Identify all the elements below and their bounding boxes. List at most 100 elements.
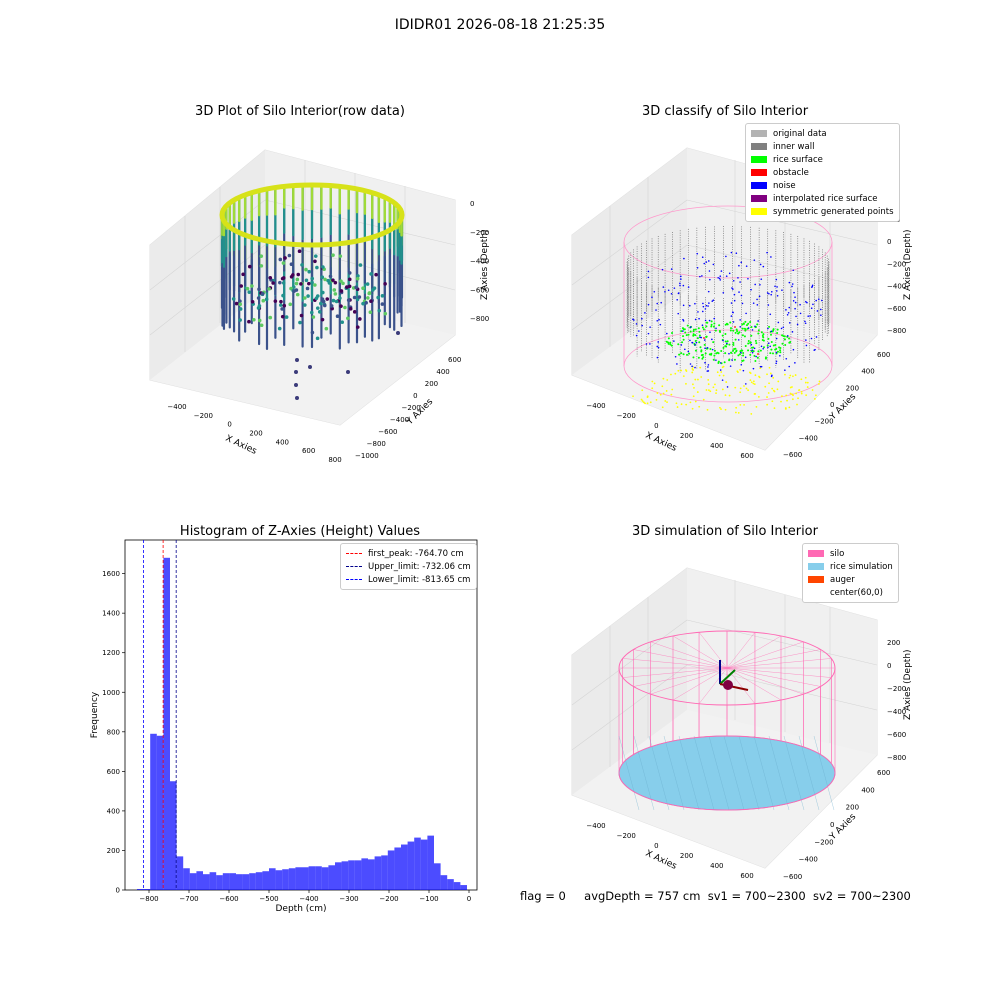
- raw-point: [291, 273, 295, 277]
- histogram-bar: [335, 862, 342, 890]
- legend-label: silo: [830, 548, 845, 559]
- ytick-label: 200: [846, 384, 859, 392]
- rice-surface-point: [732, 349, 735, 352]
- legend-label: rice simulation: [830, 561, 893, 572]
- rice-surface-point: [682, 328, 685, 331]
- noise-point: [791, 285, 793, 288]
- histogram-bar: [242, 874, 250, 890]
- raw-point: [280, 276, 285, 281]
- noise-point: [694, 318, 697, 321]
- ytick-label: −1000: [355, 452, 379, 460]
- rice-surface-point: [744, 329, 747, 332]
- histogram-bar: [361, 858, 368, 890]
- noise-point: [752, 367, 755, 370]
- raw-point: [396, 331, 400, 335]
- histogram-legend: first_peak: -764.70 cm Upper_limit: -732.…: [340, 543, 477, 590]
- ytick-label: −800: [367, 440, 386, 448]
- noise-point: [784, 369, 786, 371]
- symmetric-point: [664, 400, 667, 402]
- noise-point: [726, 342, 728, 345]
- symmetric-point: [806, 386, 809, 388]
- rice-surface-point: [767, 337, 770, 340]
- symmetric-point: [649, 401, 652, 404]
- histogram-xtick-label: −800: [139, 895, 158, 903]
- symmetric-point: [748, 371, 751, 374]
- histogram-xtick-label: 0: [467, 895, 471, 903]
- rice-surface-point: [760, 331, 763, 334]
- raw-point: [268, 315, 273, 320]
- noise-point: [794, 296, 796, 298]
- rice-surface-point: [719, 331, 722, 334]
- simulation-legend-item: silo: [808, 547, 893, 560]
- ytick-label: 600: [877, 769, 890, 777]
- raw-point: [239, 284, 244, 288]
- raw-point: [280, 307, 284, 311]
- noise-point: [775, 351, 778, 354]
- histogram-bar: [414, 837, 421, 890]
- symmetric-point: [806, 381, 809, 384]
- symmetric-point: [750, 381, 753, 384]
- raw-point: [346, 370, 350, 374]
- noise-point: [708, 319, 711, 322]
- noise-point: [766, 292, 769, 294]
- histogram-ytick-label: 0: [116, 887, 120, 895]
- noise-point: [704, 347, 706, 350]
- grid-classify: [571, 160, 878, 347]
- rice-surface-point: [741, 349, 744, 352]
- histogram-xtick-label: −200: [379, 895, 398, 903]
- rice-surface-point: [744, 345, 747, 348]
- symmetric-point: [773, 390, 776, 393]
- ztick-label: 0: [887, 662, 891, 670]
- rice-surface-point: [670, 331, 673, 334]
- rice-mesh-line: [813, 735, 835, 811]
- raw-point: [315, 294, 320, 298]
- panel-raw-3d: −400−20002004006008006004002000−200−400−…: [149, 149, 490, 464]
- silo-wire: [726, 658, 832, 669]
- legend-swatch: [808, 563, 824, 570]
- raw-point: [267, 287, 271, 291]
- noise-point: [770, 256, 772, 258]
- raw-point: [281, 261, 286, 265]
- noise-point: [707, 305, 709, 307]
- noise-point: [647, 332, 650, 335]
- noise-point: [699, 275, 701, 278]
- noise-point: [696, 252, 699, 255]
- ytick-label: −400: [799, 434, 818, 442]
- rice-surface-point: [762, 346, 765, 349]
- noise-point: [687, 350, 690, 353]
- rice-surface-point: [710, 323, 713, 326]
- raw-point: [340, 320, 345, 325]
- noise-point: [661, 268, 664, 271]
- noise-point: [750, 343, 753, 346]
- noise-point: [810, 307, 813, 310]
- noise-point: [713, 317, 716, 320]
- raw-point: [304, 267, 308, 272]
- classify-xlabel: X Axies: [644, 431, 679, 454]
- histogram-bar: [236, 874, 243, 890]
- noise-point: [703, 262, 706, 265]
- noise-point: [701, 256, 704, 259]
- noise-point: [674, 355, 677, 358]
- panel-raw-title: 3D Plot of Silo Interior(row data): [195, 104, 405, 119]
- noise-point: [705, 304, 708, 307]
- noise-point: [747, 327, 750, 329]
- rice-surface-point: [710, 352, 713, 355]
- status-sv1: sv1 = 700~2300: [707, 889, 806, 903]
- rice-surface-point: [749, 353, 752, 356]
- noise-point: [676, 298, 679, 301]
- noise-point: [769, 345, 771, 348]
- noise-point: [657, 346, 660, 349]
- simulation-drawing: [618, 630, 836, 811]
- noise-point: [647, 270, 650, 273]
- noise-point: [817, 298, 820, 300]
- raw-point: [278, 257, 283, 262]
- rice-surface-point: [724, 352, 727, 355]
- silo-wire: [698, 667, 728, 704]
- noise-point: [700, 336, 703, 339]
- symmetric-point: [641, 400, 644, 402]
- noise-point: [738, 291, 740, 293]
- noise-point: [680, 275, 682, 278]
- symmetric-point: [691, 407, 694, 410]
- legend-label: rice surface: [773, 154, 823, 165]
- histogram-bar: [196, 871, 203, 890]
